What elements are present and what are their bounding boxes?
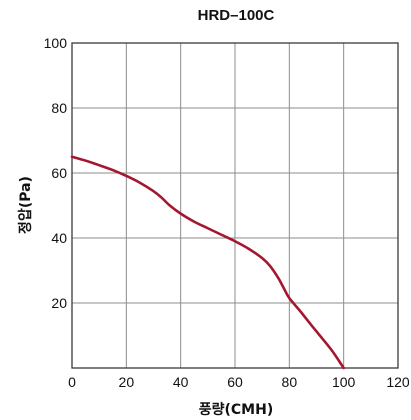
- x-tick-label: 80: [282, 374, 298, 390]
- y-tick-label: 20: [51, 295, 67, 311]
- y-tick-label: 100: [44, 35, 68, 51]
- x-tick-label: 120: [386, 374, 410, 390]
- y-tick-label: 80: [51, 100, 67, 116]
- y-axis-tick-labels: 20 40 60 80 100: [44, 35, 68, 311]
- y-axis-title: 정압(Pa): [17, 176, 34, 234]
- series-layer: [70, 155, 345, 370]
- chart-title: HRD–100C: [198, 7, 275, 24]
- y-tick-label: 60: [51, 165, 67, 181]
- x-tick-label: 60: [227, 374, 243, 390]
- x-axis-tick-labels: 0 20 40 60 80 100 120: [68, 374, 410, 390]
- x-tick-label: 100: [332, 374, 356, 390]
- series-line: [70, 155, 345, 370]
- plot-area-frame: [71, 42, 399, 369]
- grid-lines: [72, 43, 398, 368]
- x-tick-label: 40: [173, 374, 189, 390]
- x-tick-label: 0: [68, 374, 76, 390]
- x-axis-title: 풍량(CMH): [199, 402, 273, 418]
- y-tick-label: 40: [51, 230, 67, 246]
- x-tick-label: 20: [119, 374, 135, 390]
